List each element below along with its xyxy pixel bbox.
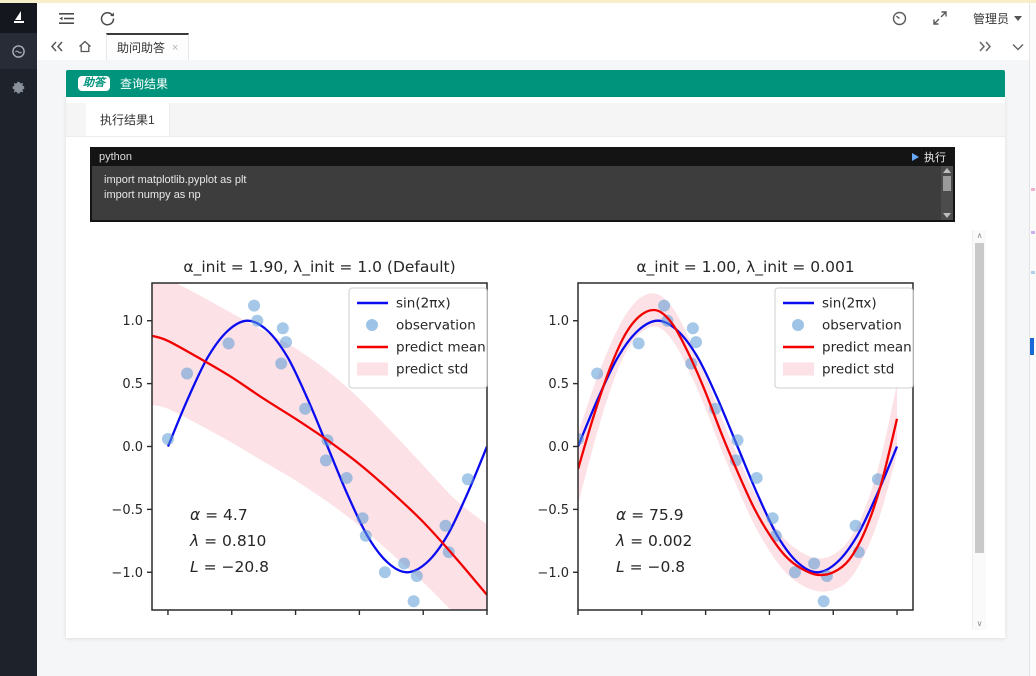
code-line: def func(x): xyxy=(104,218,941,220)
play-icon xyxy=(912,152,919,161)
figure-right-bayes-fit: −1.0 −0.5 0.0 0.5 1.0 α_init = 1.00, λ_init =… xyxy=(537,258,914,615)
svg-text:−0.5: −0.5 xyxy=(111,503,143,518)
scroll-down-icon[interactable]: ∨ xyxy=(976,619,983,628)
result-tabstrip: 执行结果1 xyxy=(66,103,1005,137)
svg-text:0.5: 0.5 xyxy=(548,377,569,392)
svg-text:α = 75.9: α = 75.9 xyxy=(616,506,684,524)
svg-text:α_init = 1.00, λ_init = 0.001: α_init = 1.00, λ_init = 0.001 xyxy=(636,258,854,277)
dashboard-icon[interactable] xyxy=(892,11,907,26)
user-label: 管理员 xyxy=(972,11,1009,26)
svg-text:λ = 0.810: λ = 0.810 xyxy=(189,532,266,550)
user-menu[interactable]: 管理员 xyxy=(973,10,1022,27)
assistant-icon xyxy=(12,44,25,58)
assistant-badge: 助答 xyxy=(78,76,110,91)
collapse-left-icon[interactable] xyxy=(50,41,64,52)
topbar: 管理员 xyxy=(37,3,1036,34)
svg-text:0.0: 0.0 xyxy=(548,440,569,455)
svg-text:observation: observation xyxy=(396,318,476,334)
code-header: python 执行 xyxy=(90,147,955,166)
fullscreen-icon[interactable] xyxy=(933,11,947,25)
assistant-header: 助答 查询结果 xyxy=(66,70,1005,97)
results-scrollbar-thumb[interactable] xyxy=(975,243,984,553)
svg-text:−0.5: −0.5 xyxy=(537,503,569,518)
svg-text:1.0: 1.0 xyxy=(122,314,143,329)
run-button[interactable]: 执行 xyxy=(912,149,946,165)
sidebar-item-settings[interactable] xyxy=(0,69,37,105)
window-top-accent xyxy=(0,0,1036,3)
svg-text:predict mean: predict mean xyxy=(822,340,912,356)
gear-icon xyxy=(12,81,25,93)
decoration xyxy=(1031,188,1035,191)
svg-text:−1.0: −1.0 xyxy=(111,566,143,581)
svg-text:predict mean: predict mean xyxy=(396,340,486,356)
code-line xyxy=(104,203,941,218)
svg-text:1.0: 1.0 xyxy=(548,314,569,329)
refresh-icon[interactable] xyxy=(100,11,115,26)
sidebar xyxy=(0,0,37,676)
svg-text:observation: observation xyxy=(822,318,902,334)
figure-viewport: −1.0 −0.5 0.0 0.5 1.0 α_init = 1.90, λ_init =… xyxy=(66,230,972,630)
tab-execution-result-1[interactable]: 执行结果1 xyxy=(86,103,170,136)
svg-text:predict std: predict std xyxy=(822,362,894,378)
code-block: python 执行 import matplotlib.pyplot as pl… xyxy=(90,147,955,222)
app-logo[interactable] xyxy=(0,0,37,33)
code-language-label: python xyxy=(99,150,133,163)
scroll-down-icon[interactable] xyxy=(943,213,951,218)
more-tabs-icon[interactable] xyxy=(978,41,992,52)
result-tab-label: 执行结果1 xyxy=(100,113,155,127)
decoration xyxy=(1031,231,1035,234)
home-icon[interactable] xyxy=(78,40,92,53)
tab-close-icon[interactable]: × xyxy=(172,41,179,54)
figure-left-bayes-fit: −1.0 −0.5 0.0 0.5 1.0 α_init = 1.90, λ_init =… xyxy=(111,258,488,615)
svg-text:α = 4.7: α = 4.7 xyxy=(190,506,248,524)
tab-assistant-qa[interactable]: 助问助答 × xyxy=(106,32,190,61)
svg-text:L = −20.8: L = −20.8 xyxy=(190,558,269,576)
right-edge-panel xyxy=(1029,3,1036,676)
chevron-down-icon[interactable] xyxy=(1012,43,1024,51)
decoration-accent xyxy=(1030,338,1034,355)
svg-text:sin(2πx): sin(2πx) xyxy=(396,296,451,312)
code-line: import numpy as np xyxy=(104,189,201,201)
svg-text:α_init = 1.90, λ_init = 1.0 (: α_init = 1.90, λ_init = 1.0 (Default) xyxy=(183,258,455,277)
menu-fold-icon[interactable] xyxy=(59,12,74,25)
svg-text:L = −0.8: L = −0.8 xyxy=(616,558,685,576)
svg-text:sin(2πx): sin(2πx) xyxy=(822,296,877,312)
svg-text:0.5: 0.5 xyxy=(122,377,143,392)
svg-text:−1.0: −1.0 xyxy=(537,566,569,581)
results-scrollbar[interactable]: ∧ ∨ xyxy=(972,230,986,630)
run-label: 执行 xyxy=(924,151,946,164)
result-card: 执行结果1 python 执行 import matplotlib.pyplot… xyxy=(66,97,1005,638)
svg-text:0.0: 0.0 xyxy=(122,440,143,455)
code-scrollbar[interactable] xyxy=(941,166,953,220)
caret-down-icon xyxy=(1014,15,1022,21)
svg-text:predict std: predict std xyxy=(396,362,468,378)
sidebar-item-assistant[interactable] xyxy=(0,33,37,69)
code-editor[interactable]: import matplotlib.pyplot as plt import n… xyxy=(92,166,953,220)
code-line: import matplotlib.pyplot as plt xyxy=(104,174,247,186)
tab-label: 助问助答 xyxy=(117,41,166,55)
code-scrollbar-thumb[interactable] xyxy=(943,176,951,191)
scroll-up-icon[interactable] xyxy=(943,168,951,173)
svg-text:λ = 0.002: λ = 0.002 xyxy=(615,532,692,550)
assistant-title: 查询结果 xyxy=(120,77,169,91)
scroll-up-icon[interactable]: ∧ xyxy=(976,231,983,240)
document-tabstrip: 助问助答 × xyxy=(37,32,1036,61)
decoration xyxy=(1031,271,1035,274)
sail-logo-icon xyxy=(13,10,24,23)
